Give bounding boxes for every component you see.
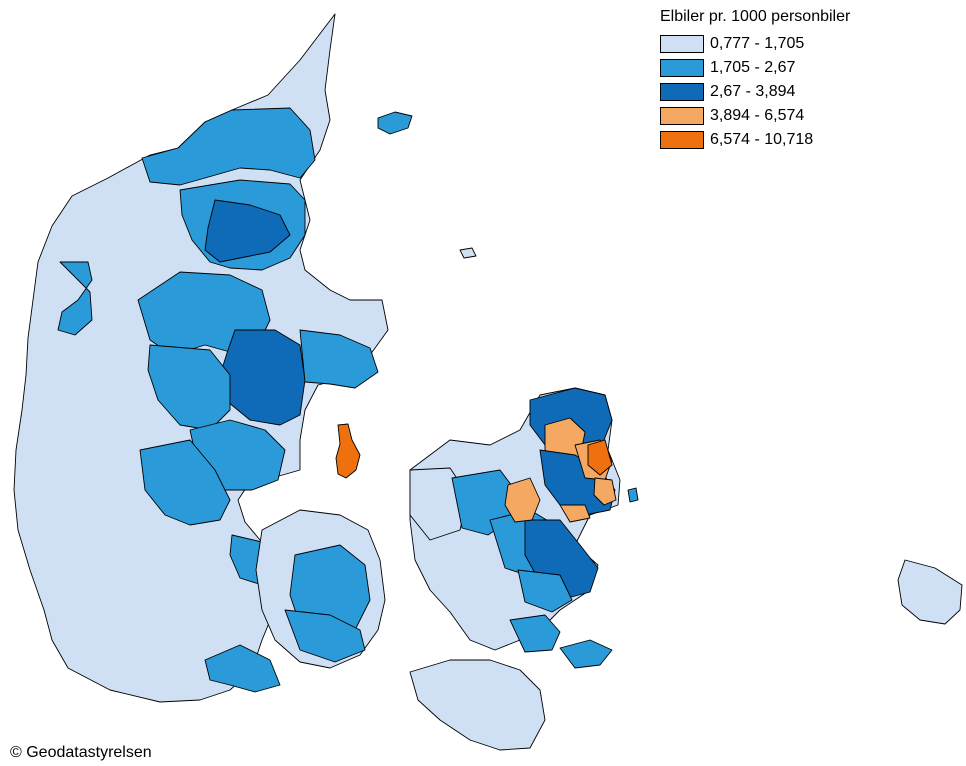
anholt-island [459, 247, 477, 259]
samsoe-island [335, 423, 361, 479]
region-dragoer-orange [559, 504, 591, 523]
legend-label-4: 3,894 - 6,574 [710, 107, 805, 124]
legend-row-1: 0,777 - 1,705 [660, 32, 890, 56]
region-stevns [517, 569, 573, 613]
region-west-small [57, 261, 93, 336]
legend-swatch-1 [660, 35, 704, 53]
legend-row-2: 1,705 - 2,67 [660, 56, 890, 80]
region-vejle [139, 439, 231, 526]
legend-row-4: 3,894 - 6,574 [660, 104, 890, 128]
region-falster-north [509, 614, 561, 653]
legend-swatch-4 [660, 107, 704, 125]
region-aalborg-dark [204, 199, 291, 263]
legend-title: Elbiler pr. 1000 personbiler [660, 8, 851, 25]
ertholmene-island [627, 487, 639, 503]
region-rudersdal-deeporange [587, 439, 613, 476]
legend-swatch-5 [660, 131, 704, 149]
region-north-jutland-east [141, 107, 316, 186]
legend-row-3: 2,67 - 3,894 [660, 80, 890, 104]
legend-swatch-2 [660, 59, 704, 77]
region-gentofte-orange [593, 477, 617, 506]
laesoe-island [377, 111, 413, 135]
legend-label-5: 6,574 - 10,718 [710, 131, 814, 148]
region-egedal-orange [504, 477, 541, 523]
legend-row-5: 6,574 - 10,718 [660, 128, 890, 152]
region-moen [559, 639, 613, 669]
legend-label-1: 0,777 - 1,705 [710, 35, 805, 52]
map-legend: Elbiler pr. 1000 personbiler 0,777 - 1,7… [660, 8, 890, 152]
legend-swatch-3 [660, 83, 704, 101]
legend-label-2: 1,705 - 2,67 [710, 59, 796, 76]
region-als [204, 644, 281, 693]
lolland-landmass [409, 659, 546, 751]
region-djursland [299, 329, 379, 389]
bornholm-island [897, 559, 963, 625]
legend-label-3: 2,67 - 3,894 [710, 83, 796, 100]
region-fyn-south [284, 609, 366, 663]
map-credit: © Geodatastyrelsen [10, 744, 152, 761]
